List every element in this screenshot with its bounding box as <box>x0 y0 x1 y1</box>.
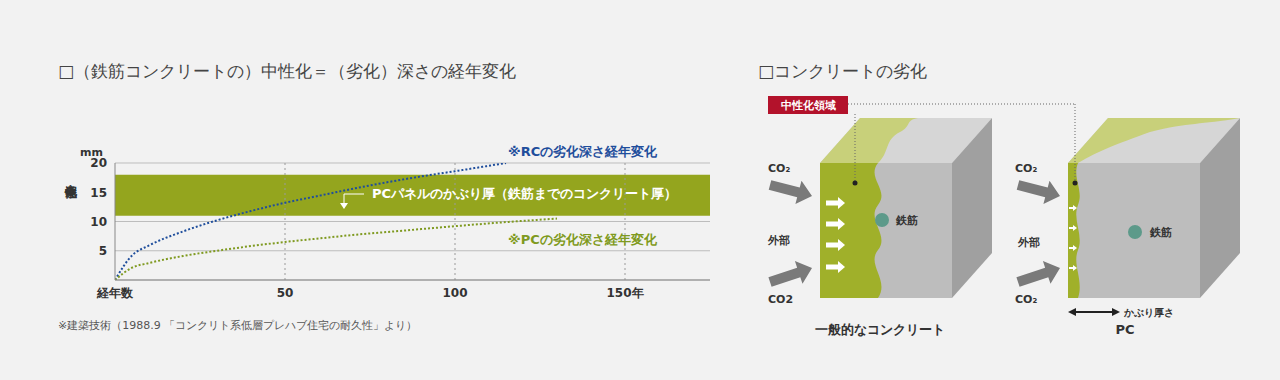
svg-text:50: 50 <box>277 286 294 300</box>
svg-text:中性化領域: 中性化領域 <box>781 99 836 112</box>
html-text:□（鉄筋コンクリートの）中性化＝（劣化）深さの経年変化: □（鉄筋コンクリートの）中性化＝（劣化）深さの経年変化 <box>58 61 517 81</box>
html-text:※PCの劣化深さ経年変化: ※PCの劣化深さ経年変化 <box>508 232 657 247</box>
svg-text:外部: 外部 <box>767 234 790 247</box>
svg-text:鉄筋: 鉄筋 <box>895 214 918 227</box>
svg-text:CO2: CO2 <box>768 293 793 306</box>
html-text:※建築技術（1988.9 「コンクリト系低層プレハブ住宅の耐: ※建築技術（1988.9 「コンクリト系低層プレハブ住宅の耐久性」より） <box>58 319 418 332</box>
svg-text:150年: 150年 <box>606 286 643 300</box>
svg-text:5: 5 <box>99 244 107 258</box>
svg-text:20: 20 <box>90 156 107 171</box>
html-text:mm: mm <box>80 146 103 159</box>
html-text:中性化深さ: 中性化深さ <box>64 176 78 190</box>
svg-text:10: 10 <box>90 215 107 229</box>
html-text:PCパネルのかぶり厚（鉄筋までのコンクリート厚）: PCパネルのかぶり厚（鉄筋までのコンクリート厚） <box>372 186 678 201</box>
svg-text:PC: PC <box>1115 322 1134 337</box>
svg-text:外部: 外部 <box>1017 236 1040 249</box>
svg-text:鉄筋: 鉄筋 <box>1149 226 1172 239</box>
svg-text:CO₂: CO₂ <box>1015 162 1037 175</box>
html-text:□コンクリートの劣化: □コンクリートの劣化 <box>758 61 928 81</box>
svg-text:CO₂: CO₂ <box>1015 293 1037 306</box>
html-text:※RCの劣化深さ経年変化: ※RCの劣化深さ経年変化 <box>508 144 658 159</box>
svg-text:経年数: 経年数 <box>96 286 134 300</box>
svg-text:15: 15 <box>90 186 107 200</box>
svg-text:かぶり厚さ: かぶり厚さ <box>1123 307 1174 318</box>
svg-text:一般的なコンクリート: 一般的なコンクリート <box>815 322 945 337</box>
svg-text:CO₂: CO₂ <box>768 162 790 175</box>
svg-text:100: 100 <box>442 286 467 300</box>
